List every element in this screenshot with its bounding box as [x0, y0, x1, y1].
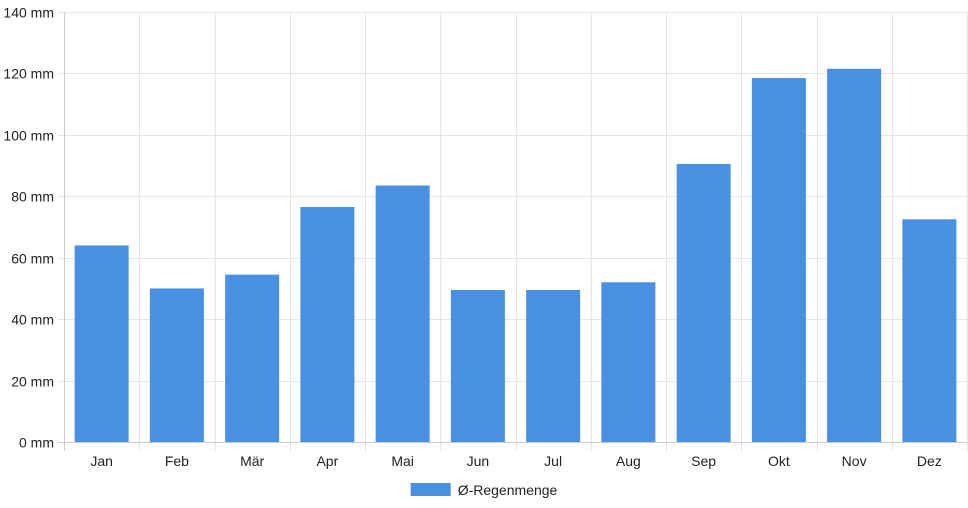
- x-tick-label: Jul: [544, 453, 562, 469]
- bar: [149, 288, 204, 442]
- x-tick-label: Apr: [316, 453, 338, 469]
- x-tick-label: Aug: [616, 453, 641, 469]
- bars: [74, 68, 957, 443]
- bar: [601, 282, 656, 442]
- y-tick-label: 140 mm: [3, 5, 54, 21]
- legend-swatch: [410, 483, 451, 496]
- bar: [902, 219, 957, 442]
- bar: [450, 289, 505, 442]
- y-tick-label: 40 mm: [11, 312, 54, 328]
- x-tick-label: Jun: [467, 453, 490, 469]
- bar: [74, 245, 129, 442]
- y-tick-label: 60 mm: [11, 251, 54, 267]
- bar: [751, 78, 806, 442]
- bar: [827, 68, 882, 442]
- y-tick-label: 80 mm: [11, 189, 54, 205]
- x-tick-label: Nov: [842, 453, 867, 469]
- y-tick-label: 20 mm: [11, 374, 54, 390]
- bar: [526, 289, 581, 442]
- y-tick-label: 0 mm: [19, 435, 54, 451]
- legend[interactable]: Ø-Regenmenge: [410, 482, 558, 498]
- legend-label: Ø-Regenmenge: [458, 482, 558, 498]
- x-tick-label: Feb: [165, 453, 189, 469]
- grid-lines: [58, 12, 968, 451]
- bar: [375, 185, 430, 443]
- x-tick-label: Dez: [917, 453, 942, 469]
- bar: [676, 164, 731, 443]
- axes: [64, 12, 967, 443]
- x-tick-label: Sep: [691, 453, 716, 469]
- bar: [300, 207, 355, 442]
- x-tick-label: Okt: [768, 453, 790, 469]
- x-tick-label: Mai: [391, 453, 414, 469]
- y-tick-labels: 0 mm 20 mm 40 mm 60 mm 80 mm 100 mm 120 mm 140 …: [3, 5, 54, 451]
- x-tick-label: Mär: [240, 453, 264, 469]
- y-tick-label: 100 mm: [3, 128, 54, 144]
- x-tick-label: Jan: [90, 453, 113, 469]
- y-tick-label: 120 mm: [3, 66, 54, 82]
- x-tick-labels: Jan Feb Mär Apr Mai Jun Jul Aug Sep Okt Nov Dez: [90, 453, 941, 469]
- bar: [225, 274, 280, 442]
